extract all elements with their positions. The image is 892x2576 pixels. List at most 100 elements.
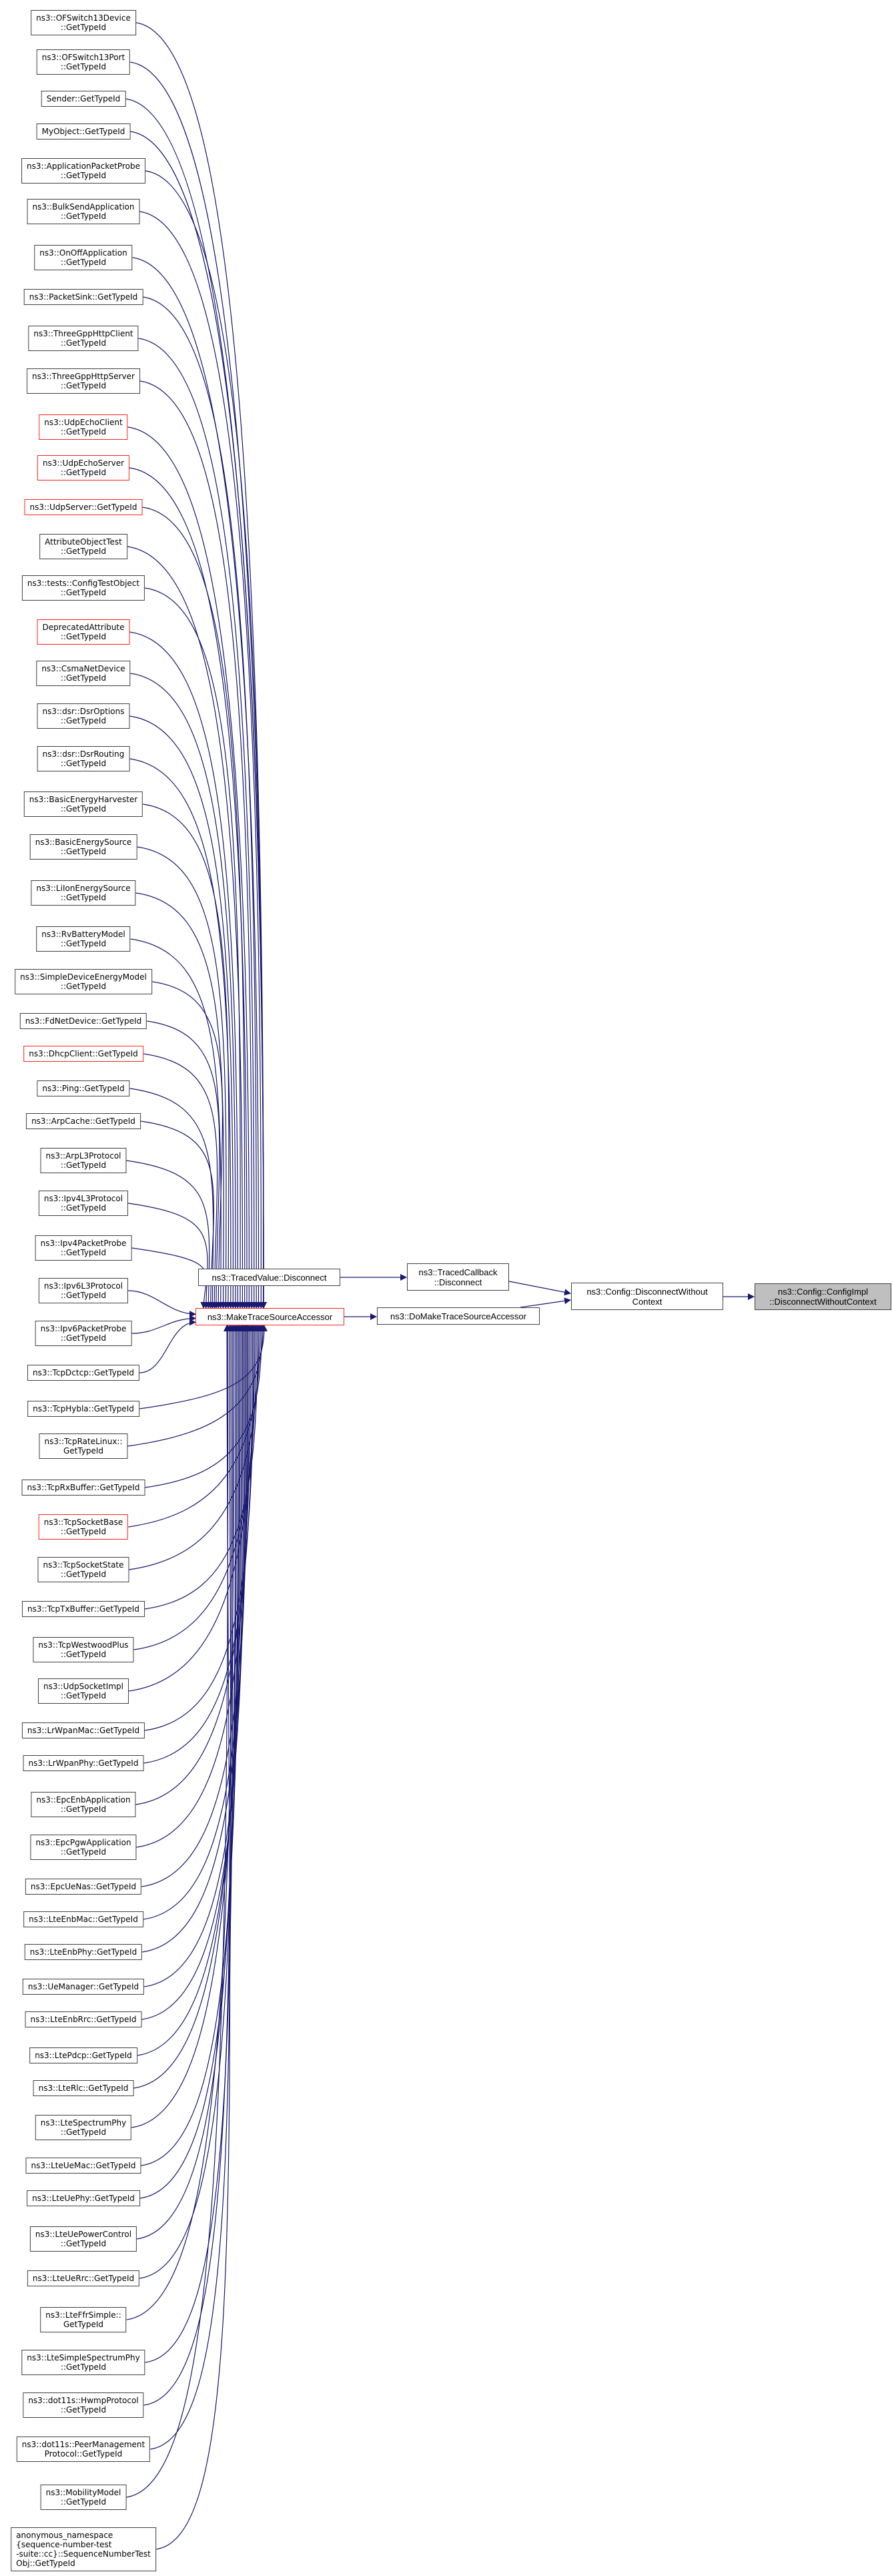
- caller-node[interactable]: ns3::TcpTxBuffer::GetTypeId: [22, 1601, 145, 1617]
- caller-edge: [150, 1325, 233, 2450]
- caller-node[interactable]: ns3::EpcEnbApplication ::GetTypeId: [31, 1792, 136, 1817]
- caller-node[interactable]: ns3::TcpSocketState ::GetTypeId: [37, 1557, 129, 1582]
- caller-node[interactable]: ns3::CsmaNetDevice ::GetTypeId: [36, 661, 131, 686]
- caller-node[interactable]: ns3::Ipv4L3Protocol ::GetTypeId: [38, 1191, 129, 1216]
- caller-node[interactable]: ns3::LteUeMac::GetTypeId: [25, 2158, 141, 2174]
- caller-node[interactable]: ns3::TcpDctcp::GetTypeId: [27, 1365, 140, 1381]
- caller-edge: [135, 1325, 255, 1805]
- caller-node[interactable]: ns3::UeManager::GetTypeId: [22, 1979, 145, 1995]
- caller-edge: [151, 981, 224, 1309]
- caller-node[interactable]: ns3::Ipv6PacketProbe ::GetTypeId: [35, 1321, 132, 1346]
- caller-edge: [143, 1325, 256, 1764]
- caller-node[interactable]: ns3::DhcpClient::GetTypeId: [23, 1046, 143, 1062]
- caller-edge: [145, 170, 267, 1309]
- node-make-trace-source-accessor[interactable]: ns3::MakeTraceSourceAccessor: [195, 1308, 344, 1325]
- caller-node[interactable]: ns3::LrWpanMac::GetTypeId: [21, 1722, 145, 1738]
- node-do-make-trace-source-accessor[interactable]: ns3::DoMakeTraceSourceAccessor: [377, 1307, 540, 1325]
- caller-edge: [126, 1160, 212, 1309]
- caller-edge: [129, 631, 242, 1309]
- caller-node[interactable]: ns3::dsr::DsrOptions ::GetTypeId: [37, 703, 130, 729]
- caller-node[interactable]: ns3::LteEnbMac::GetTypeId: [23, 1911, 143, 1927]
- caller-node[interactable]: ns3::dot11s::HwmpProtocol ::GetTypeId: [23, 2392, 144, 2418]
- caller-node[interactable]: ns3::UdpServer::GetTypeId: [24, 499, 143, 515]
- caller-node[interactable]: ns3::dsr::DsrRouting ::GetTypeId: [37, 746, 130, 771]
- caller-node[interactable]: ns3::BasicEnergySource ::GetTypeId: [29, 834, 137, 860]
- caller-edge: [139, 1325, 239, 2279]
- caller-node[interactable]: ns3::LteUePhy::GetTypeId: [27, 2190, 140, 2206]
- caller-node[interactable]: AttributeObjectTest ::GetTypeId: [39, 534, 127, 559]
- caller-node[interactable]: ns3::ArpL3Protocol ::GetTypeId: [40, 1148, 127, 1173]
- caller-node[interactable]: ns3::LteFfrSimple:: GetTypeId: [40, 2307, 127, 2332]
- node-config-disconnect-without-context[interactable]: ns3::Config::DisconnectWithout Context: [571, 1283, 723, 1310]
- caller-edge: [132, 257, 262, 1309]
- caller-node[interactable]: ns3::UdpEchoServer ::GetTypeId: [37, 455, 130, 480]
- caller-node[interactable]: ns3::LteRlc::GetTypeId: [33, 2080, 134, 2096]
- caller-edge: [139, 1325, 268, 1409]
- caller-node[interactable]: ns3::Ping::GetTypeId: [37, 1080, 130, 1096]
- caller-edge: [126, 1325, 238, 2320]
- caller-node[interactable]: ns3::OFSwitch13Device ::GetTypeId: [31, 10, 136, 35]
- caller-edge: [138, 338, 258, 1309]
- caller-node[interactable]: ns3::LteEnbPhy::GetTypeId: [24, 1944, 143, 1960]
- caller-node[interactable]: ns3::TcpHybla::GetTypeId: [27, 1401, 139, 1417]
- caller-node[interactable]: ns3::tests::ConfigTestObject ::GetTypeId: [21, 575, 145, 601]
- caller-edge: [143, 803, 232, 1309]
- caller-node[interactable]: ns3::Ipv4PacketProbe ::GetTypeId: [35, 1235, 132, 1261]
- caller-edge: [127, 546, 246, 1309]
- caller-node[interactable]: ns3::UdpSocketImpl ::GetTypeId: [38, 1678, 129, 1704]
- caller-node[interactable]: ns3::ThreeGppHttpServer ::GetTypeId: [27, 368, 140, 394]
- caller-node[interactable]: ns3::TcpRateLinux:: GetTypeId: [39, 1433, 128, 1459]
- caller-node[interactable]: DeprecatedAttribute ::GetTypeId: [37, 619, 130, 645]
- caller-edge: [125, 98, 268, 1309]
- caller-edge: [130, 131, 268, 1309]
- caller-edge: [143, 296, 260, 1309]
- caller-node[interactable]: ns3::SimpleDeviceEnergyModel ::GetTypeId: [15, 969, 152, 994]
- caller-node[interactable]: ns3::MobilityModel ::GetTypeId: [40, 2485, 127, 2510]
- caller-node[interactable]: anonymous_namespace {sequence-number-tes…: [11, 2527, 156, 2571]
- caller-node[interactable]: ns3::OFSwitch13Port ::GetTypeId: [36, 49, 131, 75]
- caller-node[interactable]: ns3::LrWpanPhy::GetTypeId: [23, 1755, 144, 1771]
- edge-domake-to-config: [520, 1297, 571, 1308]
- caller-edge: [129, 467, 250, 1309]
- caller-node[interactable]: ns3::ThreeGppHttpClient ::GetTypeId: [28, 326, 139, 351]
- caller-node[interactable]: MyObject::GetTypeId: [36, 123, 131, 139]
- caller-node[interactable]: ns3::UdpEchoClient ::GetTypeId: [39, 414, 128, 440]
- caller-node[interactable]: ns3::FdNetDevice::GetTypeId: [19, 1013, 147, 1029]
- caller-node[interactable]: ns3::OnOffApplication ::GetTypeId: [34, 245, 133, 270]
- caller-edge: [145, 587, 244, 1309]
- caller-edge: [130, 938, 224, 1309]
- caller-edge: [141, 1325, 243, 2166]
- caller-node[interactable]: ns3::RvBatteryModel ::GetTypeId: [36, 926, 131, 952]
- caller-node[interactable]: ns3::LteUePowerControl ::GetTypeId: [29, 2226, 137, 2252]
- node-config-impl-disconnect-without-context: ns3::Config::ConfigImpl ::DisconnectWith…: [755, 1283, 891, 1310]
- caller-node[interactable]: ns3::ArpCache::GetTypeId: [26, 1113, 141, 1129]
- caller-node[interactable]: ns3::LteUeRrc::GetTypeId: [27, 2270, 140, 2286]
- caller-node[interactable]: ns3::TcpWestwoodPlus ::GetTypeId: [33, 1637, 134, 1662]
- caller-node[interactable]: ns3::LteSimpleSpectrumPhy ::GetTypeId: [21, 2350, 145, 2375]
- caller-node[interactable]: ns3::LiIonEnergySource ::GetTypeId: [31, 880, 136, 906]
- caller-edge: [129, 715, 237, 1309]
- caller-node[interactable]: ns3::dot11s::PeerManagement Protocol::Ge…: [16, 2437, 151, 2462]
- caller-node[interactable]: ns3::LteSpectrumPhy ::GetTypeId: [35, 2115, 132, 2140]
- caller-node[interactable]: ns3::PacketSink::GetTypeId: [23, 289, 143, 305]
- caller-edge: [133, 1325, 245, 2089]
- caller-node[interactable]: ns3::LteEnbRrc::GetTypeId: [25, 2011, 142, 2027]
- caller-node[interactable]: ns3::BulkSendApplication ::GetTypeId: [27, 199, 140, 224]
- caller-node[interactable]: Sender::GetTypeId: [41, 91, 126, 107]
- caller-node[interactable]: ns3::ApplicationPacketProbe ::GetTypeId: [21, 158, 145, 184]
- caller-edge: [135, 892, 227, 1309]
- caller-node[interactable]: ns3::TcpRxBuffer::GetTypeId: [21, 1480, 145, 1496]
- caller-node[interactable]: ns3::EpcUeNas::GetTypeId: [25, 1879, 142, 1895]
- caller-node[interactable]: ns3::Ipv6L3Protocol ::GetTypeId: [38, 1278, 129, 1303]
- caller-edge: [129, 758, 234, 1309]
- node-traced-callback-disconnect[interactable]: ns3::TracedCallback ::Disconnect: [407, 1263, 509, 1291]
- edge-tracedcallback-to-config: [508, 1281, 571, 1296]
- caller-node[interactable]: ns3::TcpSocketBase ::GetTypeId: [38, 1514, 129, 1540]
- caller-edge: [130, 673, 239, 1309]
- caller-node[interactable]: ns3::LtePdcp::GetTypeId: [29, 2047, 137, 2063]
- node-traced-value-disconnect[interactable]: ns3::TracedValue::Disconnect: [198, 1269, 340, 1286]
- caller-node[interactable]: ns3::BasicEnergyHarvester ::GetTypeId: [23, 791, 143, 817]
- caller-node[interactable]: ns3::EpcPgwApplication ::GetTypeId: [30, 1835, 137, 1860]
- caller-edge: [143, 1325, 235, 2406]
